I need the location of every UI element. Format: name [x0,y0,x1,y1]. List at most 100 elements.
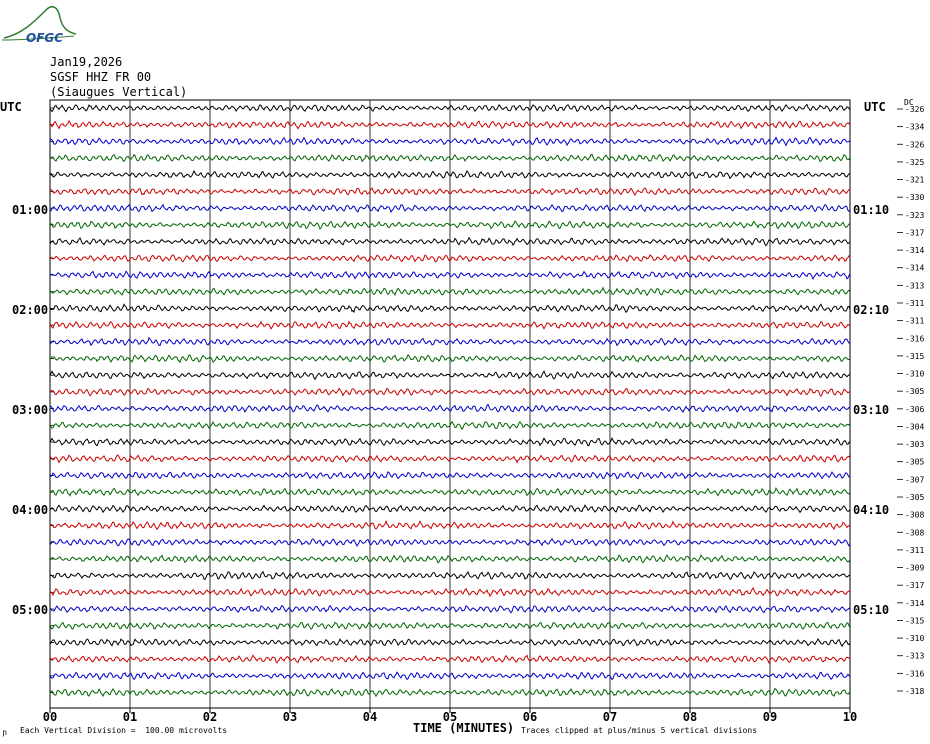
dc-offset-label: -311 [905,317,924,326]
dc-offset-label: -326 [905,140,924,149]
dc-offset-label: -305 [905,493,924,502]
header-location: (Siaugues Vertical) [50,85,188,99]
dc-offset-label: -311 [905,299,924,308]
seismic-trace [49,387,851,397]
left-hour-label: 04:00 [12,503,49,517]
left-timezone-label: UTC [0,100,22,114]
right-hour-label: 05:10 [853,603,890,617]
dc-offset-label: -316 [905,334,924,343]
x-tick-label: 09 [763,710,777,724]
dc-offset-label: -309 [905,564,924,573]
seismic-trace [49,504,851,514]
seismic-trace [49,570,851,580]
left-hour-label: 02:00 [12,303,49,317]
seismic-trace [49,270,851,281]
corner-mark: ɲ [2,728,7,737]
header-station: SGSF HHZ FR 00 [50,70,152,84]
x-tick-label: 04 [363,710,377,724]
dc-offset-label: -308 [905,511,924,520]
seismic-trace [49,236,851,247]
dc-offset-label: -326 [905,105,924,114]
seismic-trace [49,471,851,480]
seismic-trace [49,220,851,230]
x-tick-label: 07 [603,710,617,724]
clip-note: Traces clipped at plus/minus 5 vertical … [521,726,758,735]
seismic-trace [49,370,851,381]
dc-offset-label: -315 [905,616,924,625]
seismic-trace [49,286,851,297]
dc-offset-label: -304 [905,422,924,431]
left-hour-label: 05:00 [12,603,49,617]
seismic-trace [49,169,851,180]
right-hour-label: 04:10 [853,503,890,517]
dc-offset-label: -325 [905,158,924,167]
seismic-trace [49,203,851,214]
logo-swoosh-icon [1,35,75,41]
seismic-trace [49,454,851,464]
dc-offset-label: -317 [905,581,924,590]
seismic-trace [49,604,851,614]
header-date: Jan19,2026 [50,55,123,69]
dc-offset-label: -334 [905,123,924,132]
seismic-trace [49,637,851,648]
right-hour-label: 03:10 [853,403,890,417]
seismic-trace [49,671,851,681]
logo-mountain-icon [3,5,77,39]
seismic-trace [49,654,851,665]
dc-label: DC [904,98,914,107]
dc-offset-label: -307 [905,475,924,484]
seismic-trace [49,303,851,314]
dc-offset-label: -318 [905,687,924,696]
seismic-trace [49,586,851,598]
logo-text: OFGC [26,31,63,45]
right-hour-label: 01:10 [853,203,890,217]
dc-offset-label: -305 [905,458,924,467]
seismic-trace [49,487,851,497]
ofgc-logo: OFGC [1,5,77,45]
dc-offset-label: -303 [905,440,924,449]
x-tick-label: 02 [203,710,217,724]
x-tick-label: 00 [43,710,57,724]
seismic-trace [49,254,851,263]
dc-offset-label: -321 [905,176,924,185]
x-tick-label: 06 [523,710,537,724]
dc-offset-label: -317 [905,228,924,237]
dc-offset-label: -316 [905,669,924,678]
dc-offset-label: -314 [905,599,924,608]
seismic-trace [49,336,851,347]
seismic-trace [49,187,851,197]
left-hour-label: 03:00 [12,403,49,417]
seismic-trace [49,320,851,330]
seismic-trace [49,119,851,130]
dc-offset-label: -306 [905,405,924,414]
seismic-trace [49,420,851,431]
seismic-trace [49,403,851,414]
dc-offset-label: -314 [905,246,924,255]
seismic-trace [49,687,851,698]
left-hour-label: 01:00 [12,203,49,217]
dc-offset-label: -314 [905,264,924,273]
dc-offset-label: -310 [905,634,924,643]
scale-note: Each Vertical Division = 100.00 microvol… [20,726,228,735]
dc-offset-label: -305 [905,387,924,396]
seismic-trace [49,519,851,531]
seismic-trace [49,153,851,163]
seismic-trace [49,436,851,447]
x-tick-label: 05 [443,710,457,724]
seismic-trace [49,554,851,564]
x-tick-label: 01 [123,710,137,724]
dc-offset-label: -323 [905,211,924,220]
right-timezone-label: UTC [864,100,886,114]
dc-offset-label: -308 [905,528,924,537]
dc-offset-label: -311 [905,546,924,555]
x-tick-label: 08 [683,710,697,724]
seismic-trace [49,537,851,547]
dc-offset-label: -313 [905,281,924,290]
right-hour-label: 02:10 [853,303,890,317]
dc-offset-label: -315 [905,352,924,361]
seismic-trace [49,136,851,147]
seismic-trace [49,621,851,631]
dc-offset-label: -310 [905,370,924,379]
